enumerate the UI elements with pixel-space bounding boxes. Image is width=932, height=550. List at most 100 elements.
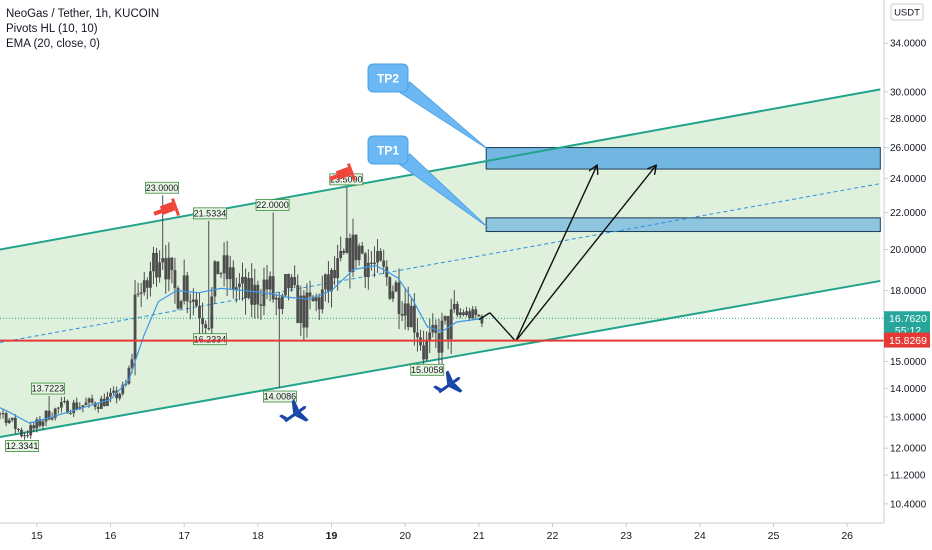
- candle-body-56: [133, 294, 137, 360]
- target-box-tp1: [485, 217, 881, 233]
- chart-legend: NeoGas / Tether, 1h, KUCOIN Pivots HL (1…: [6, 7, 159, 52]
- y-tick-label-11: 13.0000: [890, 413, 927, 424]
- candle-body-144: [403, 303, 407, 316]
- x-tick-label-1: 16: [105, 530, 117, 542]
- candle-body-65: [161, 258, 165, 263]
- candle-body-96: [256, 284, 260, 305]
- y-tick-label-14: 10.4000: [890, 499, 927, 510]
- candle-body-12: [0, 413, 2, 415]
- buy-plane-icon-1-tail: [279, 414, 288, 420]
- candle-body-88: [231, 267, 235, 291]
- candle-body-40: [84, 402, 88, 406]
- pivot-label-4: 16.2334: [194, 334, 227, 344]
- x-tick-label-6: 21: [473, 530, 485, 542]
- candle-body-167: [474, 309, 478, 315]
- candle-body-150: [422, 345, 425, 360]
- candle-body-119: [327, 274, 330, 292]
- y-tick-label-8: 18.0000: [890, 286, 927, 297]
- pivot-label-box-6: [263, 390, 297, 403]
- y-tick-label-1: 34.0000: [890, 39, 927, 50]
- candle-body-101: [271, 276, 275, 300]
- candle-body-77: [198, 306, 201, 319]
- candle-body-14: [4, 413, 8, 424]
- projection-leg-down: [489, 312, 517, 342]
- x-tick-label-5: 20: [399, 530, 411, 542]
- candle-body-95: [253, 284, 257, 305]
- callout-pointer-tp2: [395, 81, 489, 150]
- sell-flag-icon-2-pole: [347, 163, 356, 182]
- candle-body-21: [26, 435, 30, 437]
- candle-body-30: [53, 408, 57, 418]
- candle-body-84: [219, 273, 223, 275]
- candle-body-130: [360, 245, 364, 254]
- candle-body-164: [465, 311, 468, 316]
- x-tick-label-0: 15: [31, 530, 43, 542]
- candle-body-87: [228, 267, 232, 280]
- callout-box-tp1: [367, 135, 409, 165]
- candle-body-72: [182, 275, 186, 302]
- candle-body-24: [35, 419, 39, 429]
- sell-flag-icon-2-cloth: [335, 166, 352, 180]
- sell-flag-icon-2-tail: [329, 173, 340, 181]
- candle-body-49: [112, 390, 115, 393]
- sell-flag-icon-1-cloth: [159, 201, 176, 215]
- candles-group: [0, 186, 484, 440]
- y-tick-label-6: 22.0000: [890, 208, 927, 219]
- y-tick-label-3: 28.0000: [890, 114, 927, 125]
- y-tick-label-9: 15.0000: [890, 357, 927, 368]
- candle-body-62: [152, 252, 155, 272]
- candle-body-111: [302, 295, 306, 328]
- support-badge: [884, 332, 930, 348]
- candle-body-107: [290, 277, 293, 289]
- channel-lower-line: [0, 279, 881, 439]
- chart-title: NeoGas / Tether, 1h, KUCOIN: [6, 8, 160, 20]
- sell-flag-icon-2: [329, 163, 356, 182]
- candle-body-132: [366, 262, 370, 278]
- candle-body-35: [69, 413, 72, 415]
- candle-body-86: [225, 255, 229, 280]
- sell-flag-icon-1-tail: [153, 208, 164, 216]
- candle-body-143: [400, 313, 404, 316]
- x-tick-label-4: 19: [326, 530, 338, 542]
- candle-body-66: [164, 258, 168, 280]
- pivot-label-8: 15.0058: [411, 365, 444, 375]
- y-tick-label-7: 20.0000: [890, 245, 927, 256]
- candle-body-57: [136, 293, 140, 295]
- buy-plane-icon-2-body: [438, 377, 461, 394]
- candle-body-102: [274, 297, 278, 300]
- candle-body-43: [93, 402, 97, 407]
- candle-body-46: [102, 398, 106, 406]
- channel-mid-line: [0, 183, 881, 343]
- buy-plane-icon-1-body: [284, 406, 307, 423]
- candle-body-85: [222, 255, 226, 274]
- candle-body-26: [41, 421, 45, 426]
- candle-body-120: [330, 269, 333, 292]
- candle-body-28: [47, 410, 51, 420]
- candle-body-47: [106, 396, 109, 406]
- candle-body-123: [339, 250, 343, 259]
- candle-body-50: [115, 390, 119, 399]
- candle-body-127: [351, 234, 355, 273]
- candle-body-128: [354, 234, 358, 261]
- sell-flag-icon-1: [153, 198, 180, 217]
- candle-body-106: [287, 274, 290, 289]
- projection-arrow-2: [515, 166, 656, 342]
- x-tick-label-3: 18: [252, 530, 264, 542]
- x-tick-label-9: 24: [694, 530, 706, 542]
- candle-body-121: [333, 269, 336, 279]
- candle-body-91: [241, 276, 244, 284]
- plot-area: 12.3341 13.7223 23.0000 21.5334 16.2334 22.00…: [0, 88, 884, 452]
- candle-body-37: [75, 402, 79, 410]
- candle-body-134: [373, 262, 376, 264]
- candle-body-31: [56, 407, 60, 409]
- candle-body-76: [195, 299, 198, 307]
- candle-body-19: [20, 429, 23, 437]
- candle-body-20: [23, 435, 26, 437]
- candle-body-42: [90, 398, 94, 403]
- candle-body-70: [176, 288, 180, 309]
- candle-body-124: [342, 250, 346, 253]
- candle-body-155: [437, 333, 441, 353]
- candle-body-53: [124, 383, 128, 385]
- candle-body-108: [293, 277, 297, 286]
